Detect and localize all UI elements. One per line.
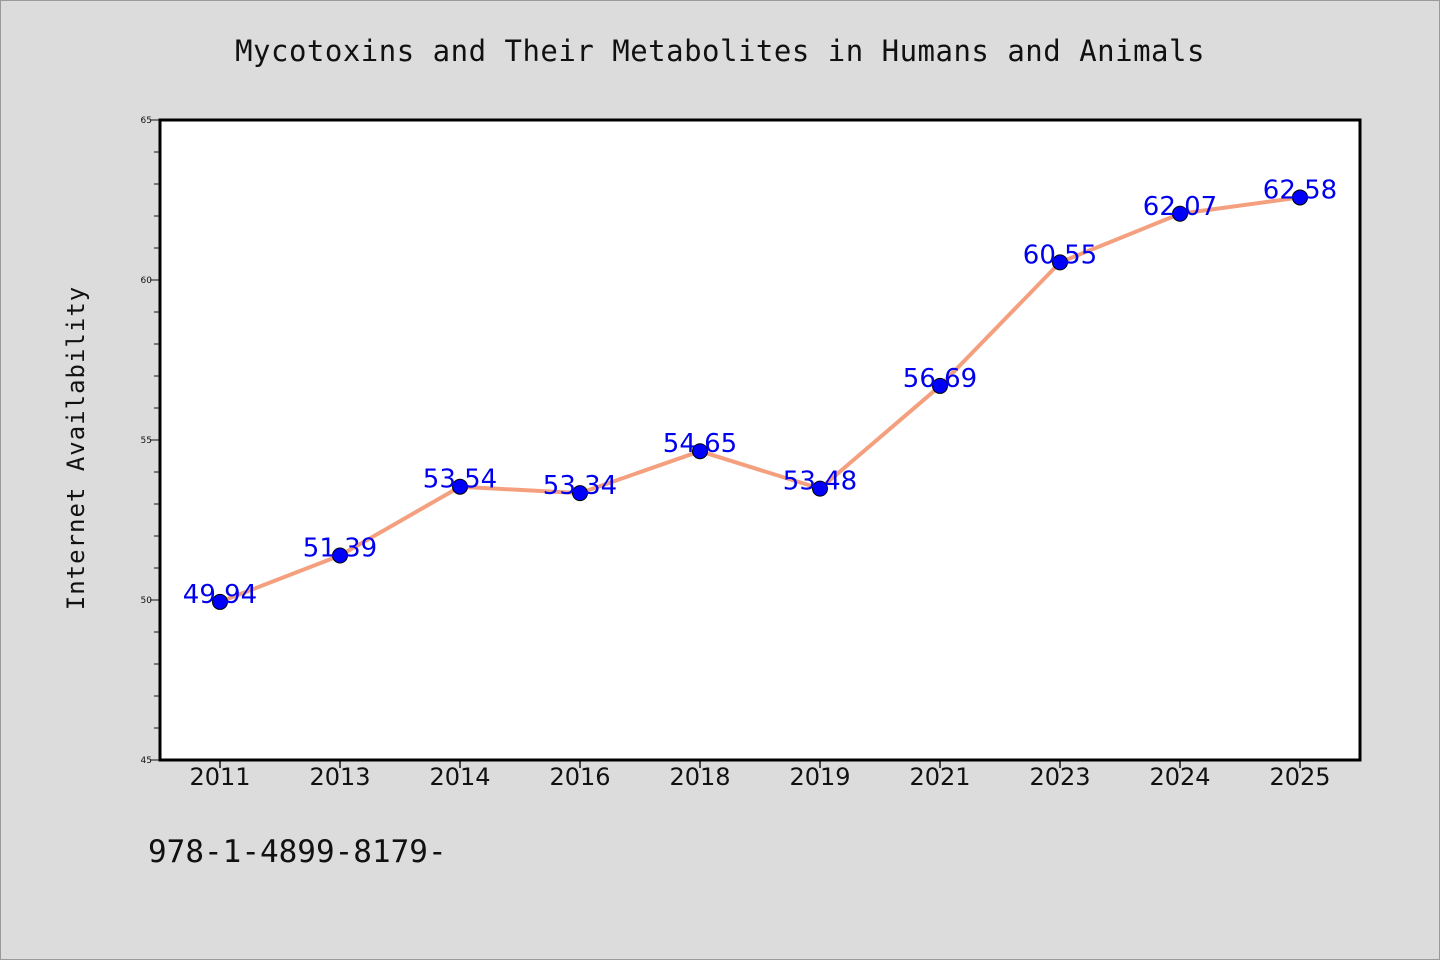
y-tick-label: 55 xyxy=(141,436,152,446)
data-point xyxy=(1292,189,1308,206)
x-tick-label: 2016 xyxy=(549,763,610,791)
x-tick-label: 2011 xyxy=(189,763,250,791)
series-markers xyxy=(212,189,1308,610)
y-tick-label: 60 xyxy=(141,276,153,286)
x-axis-ticks: 2011 2013 2014 2016 2018 2019 2021 2023 2024 2025 xyxy=(189,760,1331,791)
x-tick-label: 2018 xyxy=(669,763,730,791)
data-point xyxy=(212,593,228,610)
data-point xyxy=(932,377,948,394)
data-label: 62.07 xyxy=(1143,192,1217,222)
x-tick-label: 2013 xyxy=(309,763,370,791)
x-tick-label: 2021 xyxy=(909,763,970,791)
data-point xyxy=(452,478,468,495)
x-tick-label: 2014 xyxy=(429,763,490,791)
data-label: 53.34 xyxy=(543,471,617,501)
x-tick-label: 2019 xyxy=(789,763,850,791)
data-label: 54.65 xyxy=(663,429,737,459)
data-label: 53.54 xyxy=(423,465,497,495)
data-label: 60.55 xyxy=(1023,240,1097,270)
data-point xyxy=(812,480,828,497)
data-label: 51.39 xyxy=(303,534,377,564)
chart-title: Mycotoxins and Their Metabolites in Huma… xyxy=(235,34,1205,68)
x-tick-label: 2023 xyxy=(1029,763,1090,791)
y-tick-label: 45 xyxy=(141,756,152,766)
plot-border xyxy=(158,118,1362,762)
data-label: 53.48 xyxy=(783,467,857,497)
plot-area xyxy=(160,120,1360,760)
y-tick-label: 65 xyxy=(141,116,152,126)
data-point xyxy=(1172,205,1188,222)
x-tick-label: 2024 xyxy=(1149,763,1210,791)
data-label: 49.94 xyxy=(183,580,257,610)
y-tick-label: 50 xyxy=(141,596,153,606)
data-label: 62.58 xyxy=(1263,175,1337,205)
data-label: 56.69 xyxy=(903,364,977,394)
data-point xyxy=(572,485,588,502)
y-axis-ticks: 45 50 55 60 65 xyxy=(141,116,160,766)
data-point xyxy=(692,443,708,460)
data-labels: 49.94 51.39 53.54 53.34 54.65 53.48 56.69 60.55… xyxy=(183,175,1337,609)
data-point xyxy=(1052,254,1068,271)
footer-code: 978-1-4899-8179- xyxy=(148,834,447,870)
series-line xyxy=(219,195,1301,604)
data-point xyxy=(332,547,348,564)
x-tick-label: 2025 xyxy=(1269,763,1330,791)
